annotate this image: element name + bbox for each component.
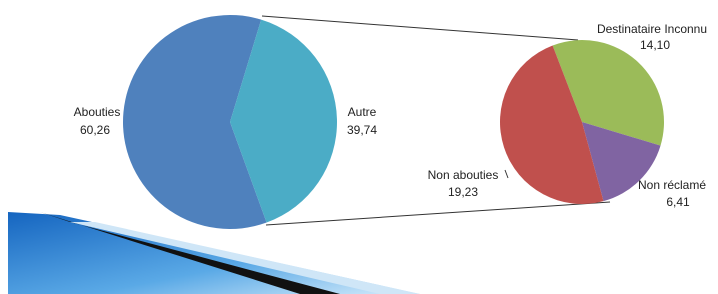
value-label: 6,41 bbox=[666, 195, 690, 209]
value-label: 39,74 bbox=[347, 123, 377, 137]
value-label: 60,26 bbox=[80, 123, 110, 137]
slice-label: Non réclamé bbox=[638, 178, 706, 192]
slice-label: Non abouties bbox=[428, 168, 499, 182]
value-label: 14,10 bbox=[640, 38, 670, 52]
slice-label: Abouties bbox=[74, 105, 121, 119]
slice-label: Autre bbox=[348, 105, 377, 119]
chart: Abouties 60,26 Autre 39,74 Destinataire Inco… bbox=[0, 0, 718, 294]
value-label: 19,23 bbox=[448, 185, 478, 199]
slice-label: Destinataire Inconnu bbox=[597, 22, 707, 36]
